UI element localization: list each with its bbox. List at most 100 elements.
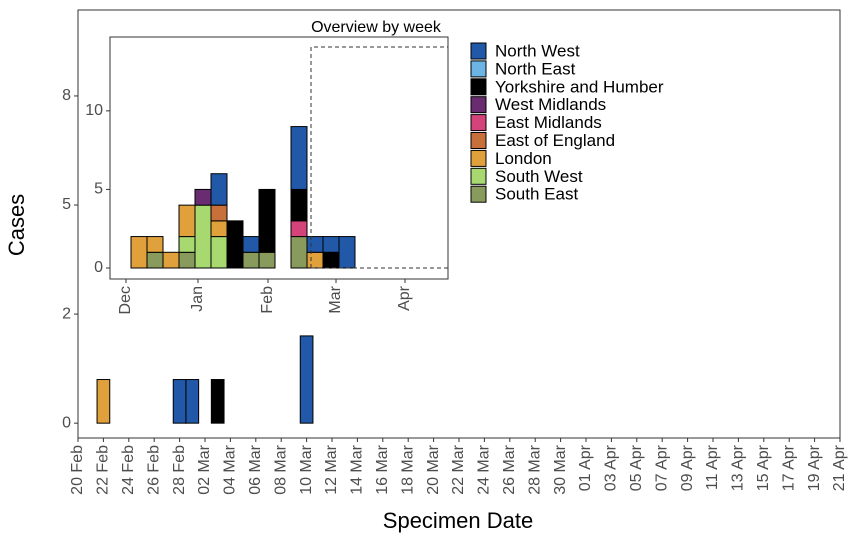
x-axis-title: Specimen Date <box>383 508 533 533</box>
legend-swatch <box>470 132 487 149</box>
bar-segment <box>210 173 228 206</box>
legend-swatch <box>470 42 487 60</box>
bar-segment <box>146 251 164 269</box>
y-tick-label: 5 <box>62 196 71 213</box>
x-tick-label: 17 Apr <box>780 444 797 491</box>
y-tick-label: 8 <box>62 87 71 104</box>
bar-segment <box>210 204 228 222</box>
x-tick-label: 28 Feb <box>171 445 188 495</box>
legend-swatch <box>470 167 487 185</box>
bar-segment <box>162 251 180 269</box>
legend-swatch <box>470 114 487 132</box>
main-plot: 0 2 5 8 20 Feb 22 Feb 24 Feb 26 Feb 28 Feb 02 Mar… <box>62 87 848 495</box>
bar-segment <box>290 220 308 238</box>
x-tick-label: 16 Mar <box>374 444 391 494</box>
bar-segment <box>185 379 200 424</box>
inset-frame <box>109 36 449 280</box>
bar-segment <box>130 236 148 269</box>
legend-label: Yorkshire and Humber <box>495 77 664 96</box>
bar-segment <box>226 220 244 269</box>
bar-segment <box>172 379 187 424</box>
legend-swatch <box>470 96 487 114</box>
x-tick-label: 24 Mar <box>476 444 493 494</box>
x-tick-label: 10 Mar <box>298 444 315 494</box>
bar-segment <box>210 236 228 269</box>
x-tick-label: 30 Mar <box>552 444 569 494</box>
bar-segment <box>146 236 164 253</box>
x-tick-label: 08 Mar <box>272 444 289 494</box>
y-tick-label: 0 <box>62 414 71 431</box>
legend-swatch <box>470 60 487 78</box>
x-tick-label: 12 Mar <box>323 444 340 494</box>
x-tick-label: Mar <box>327 285 344 313</box>
x-tick-label: 20 Mar <box>425 444 442 494</box>
x-tick-label: 19 Apr <box>806 444 823 491</box>
bar-segment <box>210 379 225 424</box>
x-tick-label: 26 Feb <box>145 445 162 495</box>
x-tick-label: 21 Apr <box>831 444 848 491</box>
y-axis-title: Cases <box>4 194 29 256</box>
bar-segment <box>178 204 196 238</box>
legend-label: East Midlands <box>495 113 602 132</box>
bar-segment <box>290 126 308 190</box>
inset-plot: 0 5 10 Dec Jan Feb Mar Apr <box>85 102 413 314</box>
y-tick-label: 5 <box>94 181 103 198</box>
bar-segment <box>299 335 314 424</box>
x-tick-label: 22 Feb <box>95 445 112 495</box>
bar-segment <box>290 236 308 269</box>
x-tick-label: 22 Mar <box>450 444 467 494</box>
legend-label: West Midlands <box>495 95 606 114</box>
bar-segment <box>242 251 260 269</box>
legend-label: South East <box>495 185 578 204</box>
x-tick-label: 07 Apr <box>653 444 670 491</box>
x-tick-label: 20 Feb <box>69 445 86 495</box>
bar-segment <box>306 236 324 253</box>
bar-segment <box>258 251 276 269</box>
bar-segment <box>194 188 212 206</box>
legend-swatch <box>470 78 487 96</box>
bar-segment <box>306 251 324 269</box>
bar-segment <box>290 188 308 222</box>
bar-segment <box>210 220 228 238</box>
legend-label: London <box>495 149 552 168</box>
bar-segment <box>258 188 276 253</box>
x-tick-label: 24 Feb <box>120 445 137 495</box>
inset-title: Overview by week <box>311 19 442 36</box>
x-tick-label: 01 Apr <box>577 444 594 491</box>
legend-label: North West <box>495 41 580 60</box>
legend-label: North East <box>495 59 576 78</box>
bar-segment <box>338 236 356 269</box>
bar-segment <box>322 236 340 253</box>
y-tick-label: 10 <box>85 102 103 119</box>
y-tick-label: 2 <box>62 305 71 322</box>
x-tick-label: 28 Mar <box>526 444 543 494</box>
x-tick-label: Dec <box>117 286 134 314</box>
x-tick-label: 11 Apr <box>704 444 721 490</box>
x-tick-label: 13 Apr <box>730 444 747 491</box>
legend-swatch <box>470 185 487 203</box>
x-tick-label: 15 Apr <box>755 444 772 491</box>
x-tick-label: 18 Mar <box>399 444 416 494</box>
y-tick-label: 0 <box>94 259 103 276</box>
x-tick-label: 04 Mar <box>222 444 239 494</box>
bar-segment <box>96 379 111 424</box>
bar-segment <box>178 251 196 269</box>
x-tick-label: 26 Mar <box>501 444 518 494</box>
x-tick-label: 09 Apr <box>679 444 696 491</box>
x-tick-label: Feb <box>259 286 276 314</box>
x-tick-label: 03 Apr <box>603 444 620 491</box>
bar-segment <box>178 236 196 253</box>
legend-label: East of England <box>495 131 615 150</box>
x-tick-label: 14 Mar <box>349 444 366 494</box>
bar-segment <box>194 204 212 269</box>
x-tick-label: 02 Mar <box>196 444 213 494</box>
bar-segment <box>242 236 260 253</box>
bar-segment <box>322 251 340 269</box>
main-frame <box>77 9 841 439</box>
x-tick-label: Jan <box>189 286 206 312</box>
legend-swatch <box>470 149 487 167</box>
legend-label: South West <box>495 167 583 186</box>
x-tick-label: Apr <box>396 285 413 311</box>
